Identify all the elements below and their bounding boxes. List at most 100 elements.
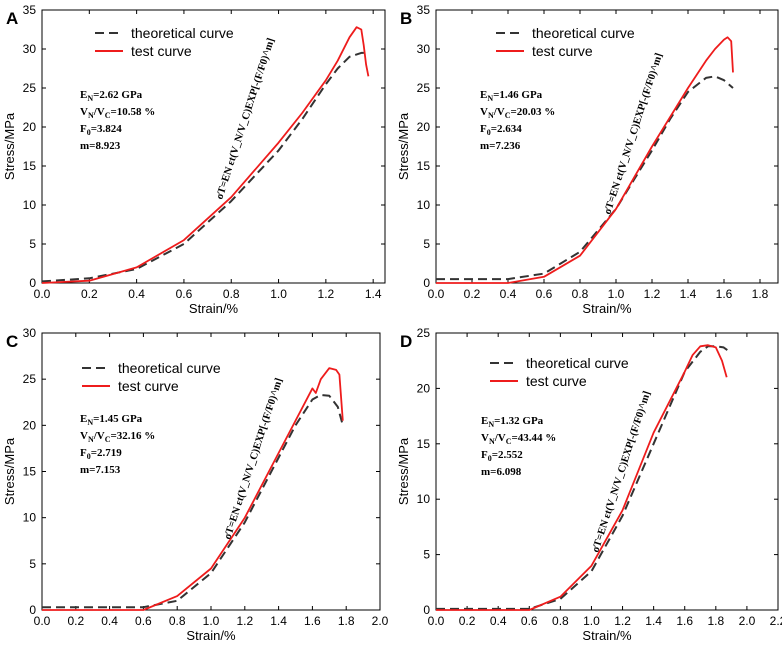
param-annotation: VN/VC=20.03 % [480,106,555,120]
y-axis-label: Stress/MPa [2,112,17,180]
x-tick-label: 1.8 [752,287,769,301]
x-tick-label: 0.4 [101,614,118,628]
y-tick-label: 0 [423,603,430,617]
y-tick-label: 25 [23,372,37,386]
y-tick-label: 0 [29,603,36,617]
y-tick-label: 0 [423,276,430,290]
y-tick-label: 15 [417,437,431,451]
theoretical-curve-line [436,75,734,281]
panel-label: A [6,9,18,28]
param-annotation: m=8.923 [80,140,121,152]
x-tick-label: 2.2 [770,614,782,628]
x-tick-label: 1.4 [645,614,662,628]
x-tick-label: 1.2 [644,287,661,301]
y-axis-label: Stress/MPa [396,112,411,180]
y-tick-label: 10 [417,492,431,506]
legend-entry: test curve [118,378,179,394]
x-tick-label: 1.6 [304,614,321,628]
param-annotation: m=7.236 [480,140,521,152]
x-tick-label: 1.0 [270,287,287,301]
x-tick-label: 0.6 [521,614,538,628]
param-annotation: VN/VC=43.44 % [481,432,556,446]
theoretical-curve-line [42,393,344,609]
x-tick-label: 0.4 [490,614,507,628]
x-tick-label: 1.2 [318,287,335,301]
y-tick-label: 30 [417,42,431,56]
chart-panel-a: 0.0 0.2 0.4 0.6 0.8 1.0 1.2 1.4 0 5 10 15 20 25 30 35 St… [2,3,386,316]
chart-panel-b: 0.0 0.2 0.4 0.6 0.8 1.0 1.2 1.4 1.6 1.8 0 5 10 15 20 25… [396,3,779,316]
param-annotation: VN/VC=10.58 % [80,106,155,120]
x-tick-label: 0.2 [464,287,481,301]
theoretical-curve-line [436,345,729,610]
y-tick-label: 25 [23,81,37,95]
param-annotation: VN/VC=32.16 % [80,430,155,444]
y-tick-label: 20 [23,120,37,134]
x-tick-label: 1.6 [676,614,693,628]
x-tick-label: 1.0 [583,614,600,628]
legend: theoretical curve test curve [496,25,635,59]
y-tick-label: 0 [29,276,36,290]
plot-frame [435,9,779,284]
y-tick-label: 20 [417,120,431,134]
legend-entry: theoretical curve [526,355,629,371]
x-tick-label: 0.0 [428,287,445,301]
chart-panel-d: 0.0 0.2 0.4 0.6 0.8 1.0 1.2 1.4 1.6 1.8 2.0 2.2 0 5 10… [396,326,782,643]
x-tick-label: 0.2 [81,287,98,301]
y-axis-label: Stress/MPa [2,437,17,505]
x-tick-label: 0.4 [500,287,517,301]
param-annotation: F0=2.719 [80,447,122,461]
x-tick-label: 0.8 [169,614,186,628]
legend-entry: test curve [131,43,192,59]
legend-entry: test curve [526,373,587,389]
x-tick-label: 1.4 [365,287,382,301]
legend: theoretical curve test curve [490,355,629,389]
x-tick-label: 0.2 [459,614,476,628]
x-tick-label: 1.2 [236,614,253,628]
test-curve-line [42,367,344,611]
y-tick-label: 5 [29,237,36,251]
x-tick-label: 0.4 [128,287,145,301]
legend-entry: theoretical curve [118,360,221,376]
y-tick-label: 20 [23,418,37,432]
x-tick-label: 1.4 [270,614,287,628]
x-tick-label: 1.8 [707,614,724,628]
y-tick-label: 5 [29,557,36,571]
plot-frame [41,9,386,284]
y-axis-label: Stress/MPa [396,437,411,505]
param-annotation: m=7.153 [80,464,121,476]
panel-label: D [400,332,412,351]
x-axis-label: Strain/% [189,301,239,316]
x-tick-label: 1.4 [680,287,697,301]
test-curve-line [436,36,734,284]
x-tick-label: 0.6 [536,287,553,301]
panel-label: C [6,332,18,351]
y-tick-label: 30 [23,326,37,340]
y-tick-label: 15 [417,159,431,173]
param-annotation: EN=1.32 GPa [481,415,544,429]
param-annotation: EN=2.62 GPa [80,89,143,103]
param-annotation: EN=1.45 GPa [80,413,143,427]
x-tick-label: 0.6 [135,614,152,628]
x-tick-label: 0.0 [34,614,51,628]
chart-panel-c: 0.0 0.2 0.4 0.6 0.8 1.0 1.2 1.4 1.6 1.8 2.0 0 5 10 15 2… [2,326,389,643]
x-axis-label: Strain/% [186,628,236,643]
x-tick-label: 0.8 [572,287,589,301]
legend-entry: theoretical curve [532,25,635,41]
y-tick-label: 25 [417,81,431,95]
test-curve-line [436,344,728,611]
x-axis-label: Strain/% [582,628,632,643]
x-tick-label: 0.0 [34,287,51,301]
theoretical-curve-line [41,51,367,283]
y-tick-label: 30 [23,42,37,56]
legend: theoretical curve test curve [95,25,234,59]
x-tick-label: 1.0 [203,614,220,628]
y-tick-label: 10 [23,511,37,525]
x-tick-label: 0.6 [176,287,193,301]
y-tick-label: 10 [417,198,431,212]
formula-annotation: σT=EN εt(V_N/V_C)EXP[-(F/F0)^m] [590,390,653,554]
formula-annotation: σT=EN εt(V_N/V_C)EXP[-(F/F0)^m] [214,37,277,201]
legend: theoretical curve test curve [82,360,221,394]
y-tick-label: 15 [23,465,37,479]
panel-label: B [400,9,412,28]
